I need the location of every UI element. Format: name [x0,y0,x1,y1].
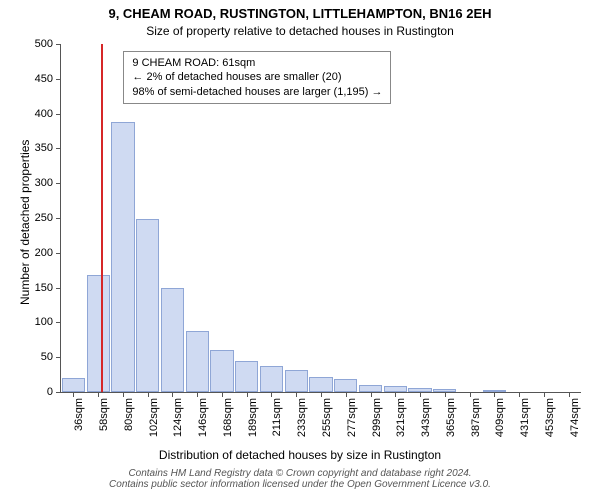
x-tick [197,392,198,397]
y-tick-label: 200 [35,247,53,259]
x-tick [247,392,248,397]
y-tick [56,148,61,149]
histogram-bar [384,386,407,392]
x-tick-label: 211sqm [271,398,283,436]
histogram-bar [285,370,308,392]
y-tick [56,44,61,45]
y-tick [56,322,61,323]
annotation-line: 9 CHEAM ROAD: 61sqm [132,56,382,70]
histogram-bar [62,378,85,392]
x-tick-label: 255sqm [321,398,333,437]
y-tick-label: 350 [35,142,53,154]
x-tick-label: 233sqm [296,398,308,437]
x-tick-label: 365sqm [445,398,457,437]
x-tick [172,392,173,397]
y-tick-label: 300 [35,177,53,189]
footer-line-2: Contains public sector information licen… [0,479,600,490]
x-tick [98,392,99,397]
x-axis-label: Distribution of detached houses by size … [0,448,600,462]
x-tick-label: 146sqm [197,398,209,437]
y-tick [56,79,61,80]
footer-credits: Contains HM Land Registry data © Crown c… [0,468,600,490]
histogram-bar [334,379,357,392]
histogram-bar [260,366,283,392]
y-tick [56,114,61,115]
histogram-bar [408,388,431,392]
histogram-bar [309,377,332,392]
x-tick [445,392,446,397]
histogram-bar [235,361,258,392]
y-tick [56,288,61,289]
x-tick [395,392,396,397]
x-tick [148,392,149,397]
histogram-bar [433,389,456,392]
histogram-bar [359,385,382,392]
y-tick [56,357,61,358]
x-tick [569,392,570,397]
x-tick [470,392,471,397]
y-tick [56,253,61,254]
x-tick [346,392,347,397]
histogram-bar [136,219,159,392]
x-tick-label: 80sqm [123,398,135,431]
x-tick-label: 168sqm [222,398,234,437]
x-tick-label: 299sqm [371,398,383,437]
plot-area: 9 CHEAM ROAD: 61sqm← 2% of detached hous… [60,44,581,393]
x-tick-label: 343sqm [420,398,432,437]
x-tick [222,392,223,397]
x-tick [544,392,545,397]
y-tick-label: 250 [35,212,53,224]
footer-line-1: Contains HM Land Registry data © Crown c… [0,468,600,479]
x-tick-label: 387sqm [470,398,482,437]
histogram-bar [483,390,506,392]
chart-subtitle: Size of property relative to detached ho… [0,24,600,38]
x-tick [123,392,124,397]
x-tick-label: 189sqm [247,398,259,437]
x-tick-label: 124sqm [172,398,184,437]
annotation-line: ← 2% of detached houses are smaller (20) [132,70,382,84]
y-tick [56,392,61,393]
y-tick-label: 400 [35,108,53,120]
annotation-box: 9 CHEAM ROAD: 61sqm← 2% of detached hous… [123,51,391,104]
x-tick-label: 58sqm [98,398,110,431]
x-tick [494,392,495,397]
x-tick-label: 409sqm [494,398,506,437]
histogram-bar [111,122,134,392]
x-tick [73,392,74,397]
y-tick-label: 50 [41,351,53,363]
histogram-bar [87,275,110,392]
x-tick-label: 431sqm [519,398,531,437]
x-tick-label: 453sqm [544,398,556,437]
y-tick-label: 150 [35,282,53,294]
x-tick-label: 321sqm [395,398,407,437]
y-tick-label: 450 [35,73,53,85]
y-tick-label: 100 [35,316,53,328]
x-tick-label: 36sqm [73,398,85,431]
x-tick-label: 102sqm [148,398,160,437]
x-tick-label: 277sqm [346,398,358,437]
chart-title: 9, CHEAM ROAD, RUSTINGTON, LITTLEHAMPTON… [0,6,600,21]
y-tick-label: 500 [35,38,53,50]
histogram-bar [161,288,184,392]
x-tick-label: 474sqm [569,398,581,437]
histogram-bar [210,350,233,392]
y-tick [56,183,61,184]
x-tick [271,392,272,397]
annotation-line: 98% of semi-detached houses are larger (… [132,85,382,99]
x-tick [321,392,322,397]
chart-container: { "title": { "text": "9, CHEAM ROAD, RUS… [0,0,600,500]
x-tick [519,392,520,397]
x-tick [371,392,372,397]
y-tick [56,218,61,219]
x-tick [420,392,421,397]
y-tick-label: 0 [47,386,53,398]
histogram-bar [186,331,209,392]
y-axis-label: Number of detached properties [18,140,32,305]
property-marker-line [101,44,103,392]
x-tick [296,392,297,397]
